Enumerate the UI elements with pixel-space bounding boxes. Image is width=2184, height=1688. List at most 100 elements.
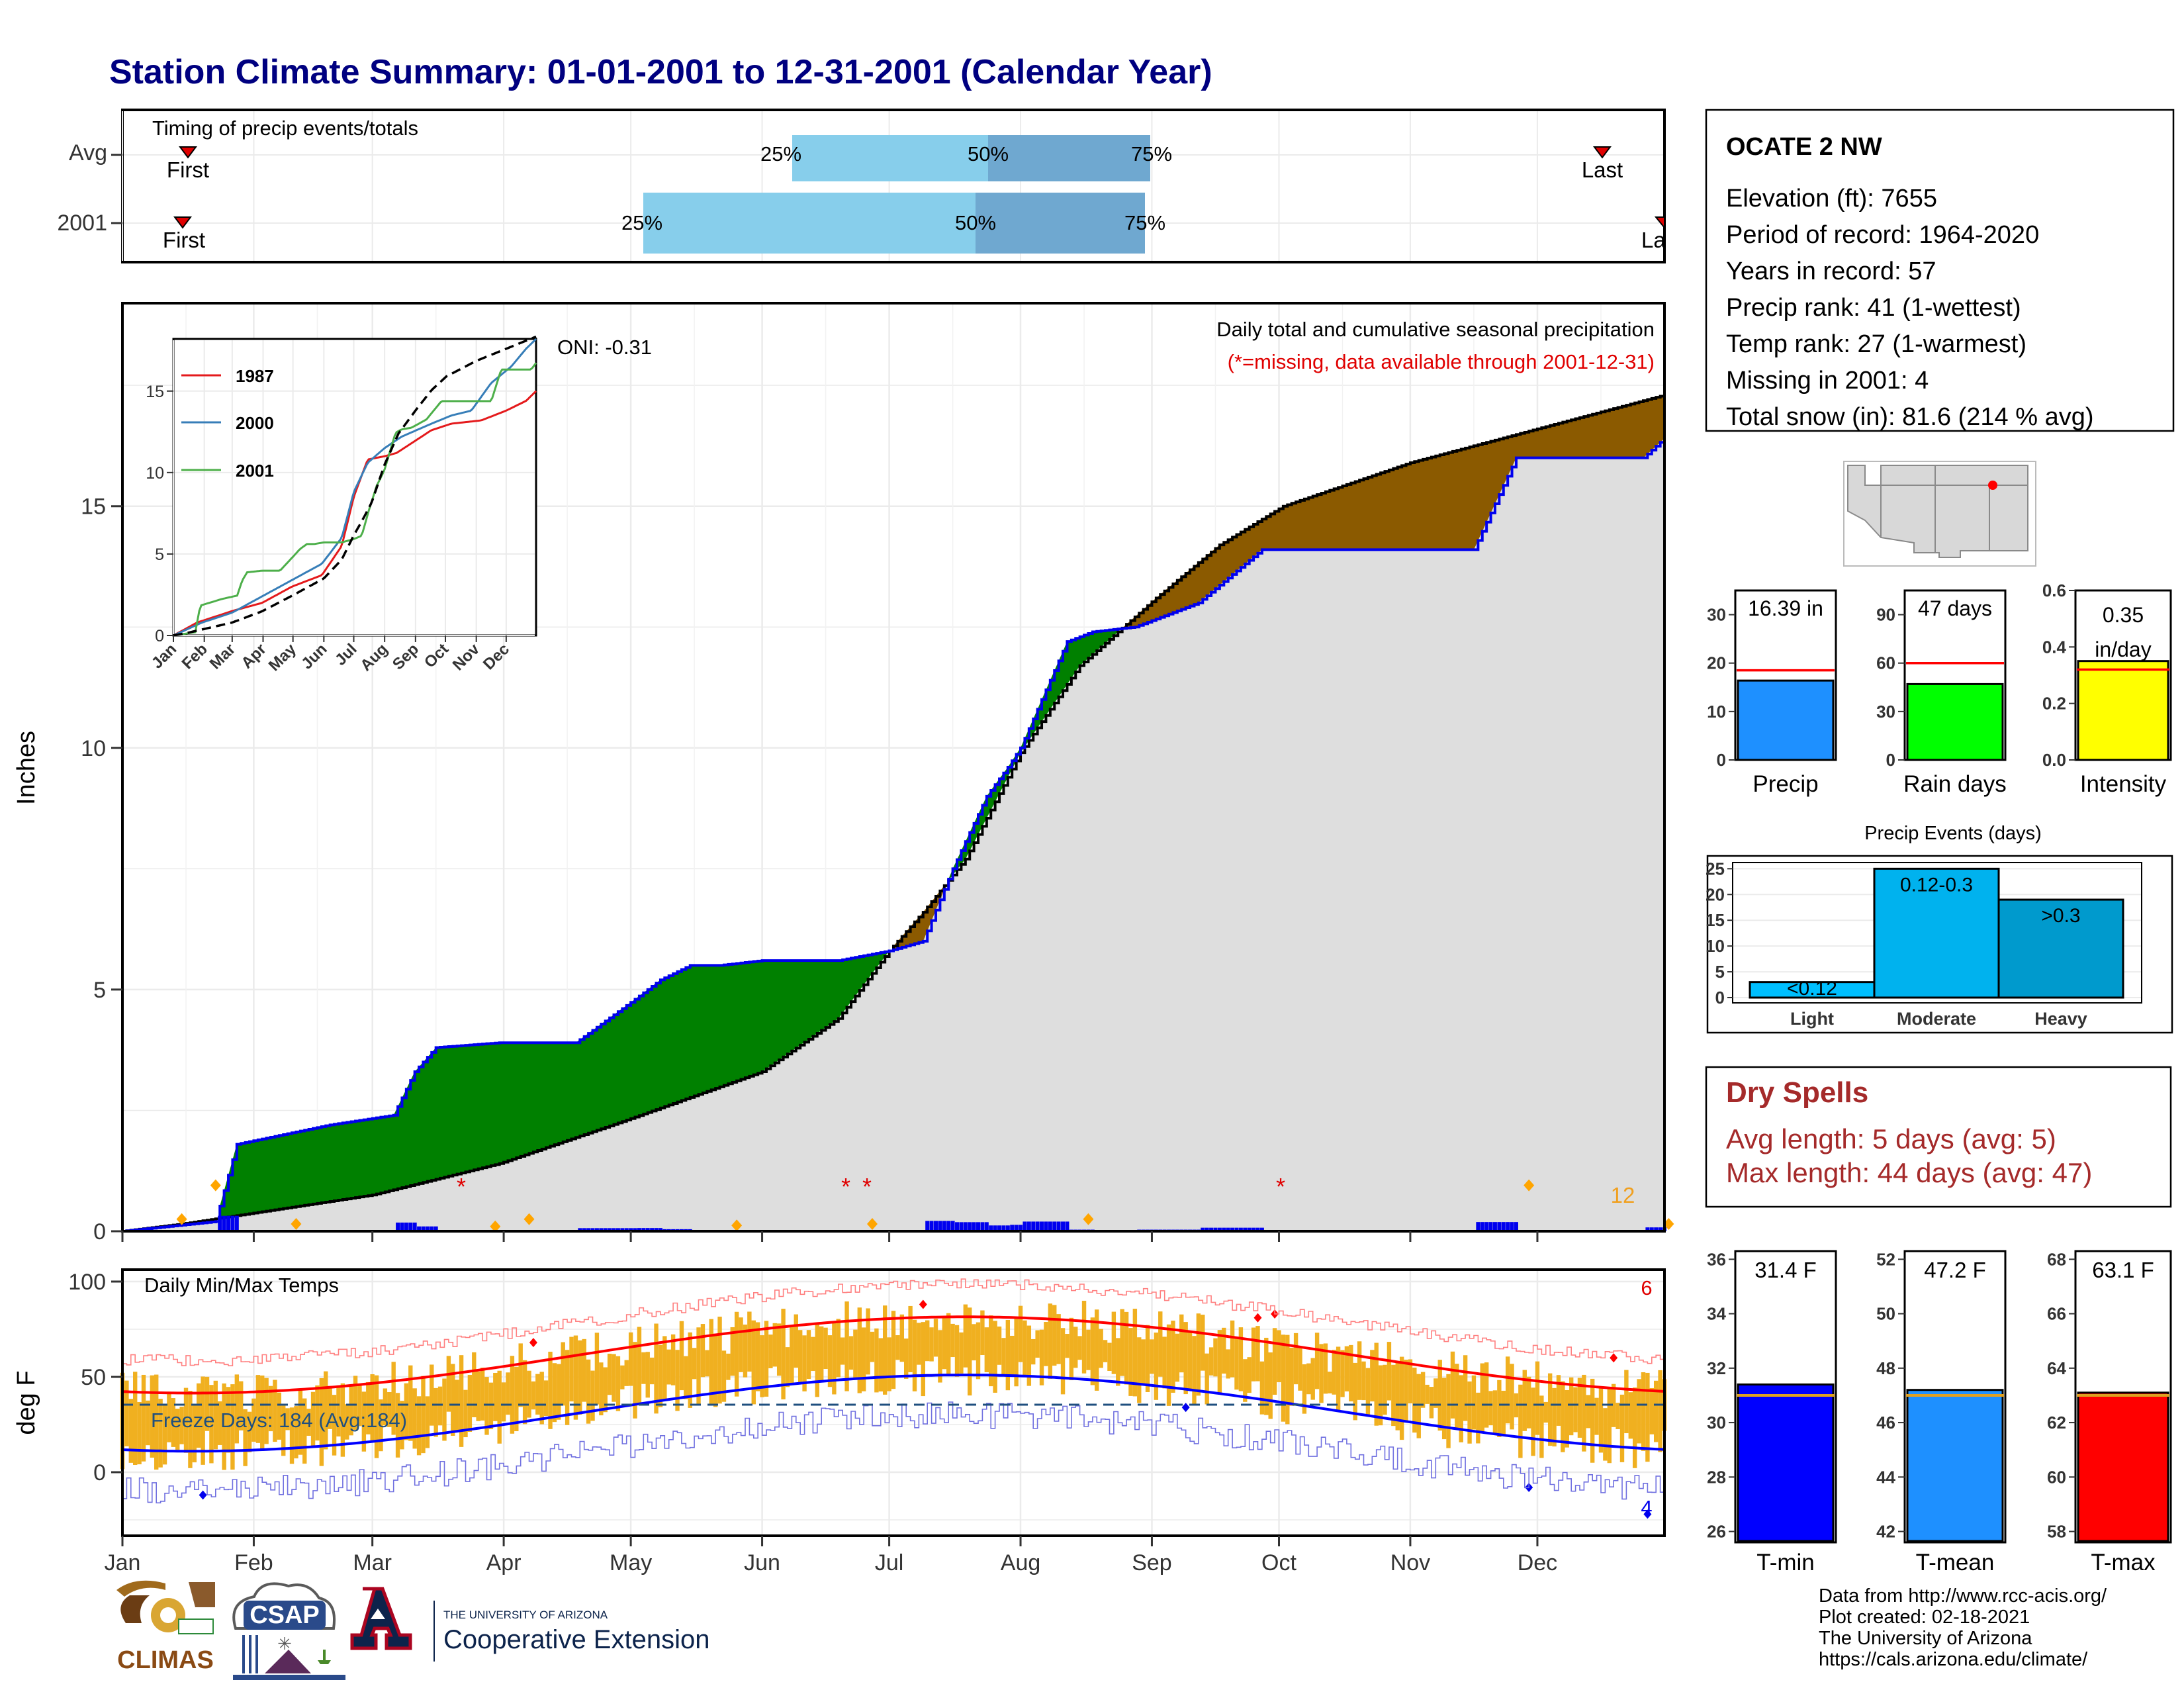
daily-temp-bar — [747, 1311, 752, 1372]
daily-temp-bar — [675, 1350, 680, 1411]
daily-temp-bar — [1026, 1325, 1032, 1386]
freeze-days-label: Freeze Days: 184 (Avg:184) — [151, 1409, 407, 1432]
daily-temp-bar — [1539, 1395, 1544, 1458]
timing-2001-p25: 25% — [621, 211, 662, 234]
daily-temp-bar — [637, 1327, 642, 1404]
daily-temp-bar — [1488, 1391, 1493, 1426]
daily-temp-bar — [700, 1324, 705, 1378]
daily-precip-bar — [1056, 1221, 1061, 1231]
daily-temp-bar — [264, 1378, 269, 1444]
daily-precip-bar — [976, 1222, 981, 1231]
daily-temp-bar — [1505, 1356, 1510, 1424]
above-average-area — [948, 629, 1118, 880]
daily-temp-bar — [395, 1393, 400, 1458]
daily-temp-bar — [387, 1392, 392, 1427]
daily-precip-bar — [1031, 1221, 1036, 1231]
daily-precip-bar — [1001, 1225, 1006, 1231]
temp-summary-ytick-label: 68 — [2047, 1249, 2066, 1269]
daily-temp-bar — [1039, 1329, 1044, 1385]
daily-temp-bar — [497, 1370, 502, 1444]
daily-precip-bar — [1014, 1225, 1019, 1231]
snow-marker — [866, 1218, 878, 1231]
precip-ytick-label: 0 — [93, 1219, 106, 1244]
daily-precip-bar — [1226, 1227, 1230, 1231]
daily-temp-bar — [857, 1307, 862, 1393]
daily-precip-bar — [1048, 1221, 1052, 1231]
daily-temp-bar — [1510, 1364, 1514, 1430]
daily-temp-bar — [137, 1401, 142, 1465]
daily-precip-bar — [1205, 1227, 1209, 1231]
daily-temp-bar — [1086, 1329, 1091, 1370]
timing-avg-last-label: Last — [1582, 158, 1623, 182]
daily-temp-bar — [1556, 1375, 1561, 1426]
daily-temp-bar — [705, 1350, 709, 1377]
daily-temp-bar — [573, 1335, 578, 1420]
daily-temp-bar — [1226, 1349, 1230, 1379]
daily-temp-bar — [1052, 1305, 1057, 1366]
daily-temp-bar — [1497, 1380, 1502, 1437]
daily-precip-bar — [396, 1222, 400, 1231]
daily-temp-bar — [1298, 1347, 1302, 1391]
daily-temp-bar — [467, 1375, 473, 1432]
daily-temp-bar — [1514, 1393, 1519, 1418]
footer-credits: Data from http://www.rcc-acis.org/ Plot … — [1819, 1585, 2107, 1670]
daily-temp-bar — [226, 1387, 231, 1453]
daily-precip-bar — [984, 1222, 989, 1231]
daily-precip-bar — [594, 1228, 599, 1231]
daily-temp-bar — [510, 1356, 515, 1434]
daily-temp-bar — [1095, 1309, 1099, 1391]
daily-temp-bar — [1213, 1338, 1218, 1377]
precip-ylabel: Inches — [13, 731, 40, 805]
timing-2001-first-marker — [173, 216, 192, 229]
summary-value-label: 47 days — [1918, 596, 1992, 620]
daily-temp-bar — [980, 1310, 985, 1356]
daily-temp-bar — [989, 1315, 993, 1387]
daily-temp-bar — [408, 1365, 413, 1441]
inset-line-2001 — [173, 362, 537, 637]
daily-temp-bar — [645, 1352, 650, 1398]
daily-precip-bar — [608, 1228, 612, 1231]
daily-precip-bar — [1209, 1227, 1214, 1231]
temp-summary-ytick-label: 62 — [2047, 1413, 2066, 1432]
inset-legend-2001: 2001 — [236, 461, 274, 481]
timing-2001-p75: 75% — [1124, 211, 1165, 234]
daily-temp-bar — [670, 1334, 676, 1385]
events-category-label: Light — [1790, 1009, 1834, 1029]
daily-precip-bar — [641, 1228, 646, 1231]
summary-bar-label: Intensity — [2080, 771, 2167, 797]
daily-temp-bar — [1179, 1314, 1184, 1373]
timing-avg-last-marker — [1593, 146, 1612, 159]
temp-summary-value: 31.4 F — [1754, 1258, 1817, 1282]
daily-temp-bar — [298, 1388, 303, 1455]
daily-temp-bar — [1103, 1340, 1108, 1362]
timing-panel: Timing of precip events/totals Avg 2001 … — [57, 109, 1666, 263]
daily-precip-bar — [1251, 1227, 1256, 1231]
daily-precip-bar — [234, 1215, 239, 1231]
daily-precip-bar — [929, 1221, 934, 1231]
daily-precip-bar — [218, 1215, 222, 1231]
snow-marker — [731, 1219, 743, 1232]
daily-temp-bar — [205, 1376, 210, 1431]
events-ytick-label: 15 — [1706, 910, 1725, 930]
daily-temp-bar — [1455, 1364, 1459, 1429]
temp-summary-ytick-label: 28 — [1707, 1467, 1726, 1487]
summary-ytick-label: 0.2 — [2042, 694, 2066, 714]
temp-summary-bar — [1906, 1389, 2004, 1542]
daily-temp-bar — [506, 1372, 510, 1415]
daily-temp-bar — [1073, 1327, 1078, 1368]
daily-temp-bar — [1543, 1401, 1548, 1423]
daily-temp-bar — [1476, 1392, 1480, 1444]
daily-precip-bar — [599, 1228, 604, 1231]
events-category-label: Moderate — [1897, 1009, 1976, 1029]
daily-temp-bar — [527, 1370, 531, 1418]
daily-temp-bar — [1344, 1346, 1349, 1391]
daily-temp-bar — [713, 1333, 718, 1407]
daily-temp-bar — [662, 1336, 667, 1399]
daily-temp-bar — [1619, 1394, 1625, 1462]
daily-precip-bar — [578, 1228, 582, 1231]
daily-precip-bar — [1510, 1222, 1514, 1231]
credit-university: The University of Arizona — [1819, 1628, 2032, 1649]
temp-ytick-label: 50 — [81, 1365, 106, 1390]
daily-precip-bar — [1649, 1227, 1654, 1231]
daily-temp-bar — [827, 1335, 833, 1387]
